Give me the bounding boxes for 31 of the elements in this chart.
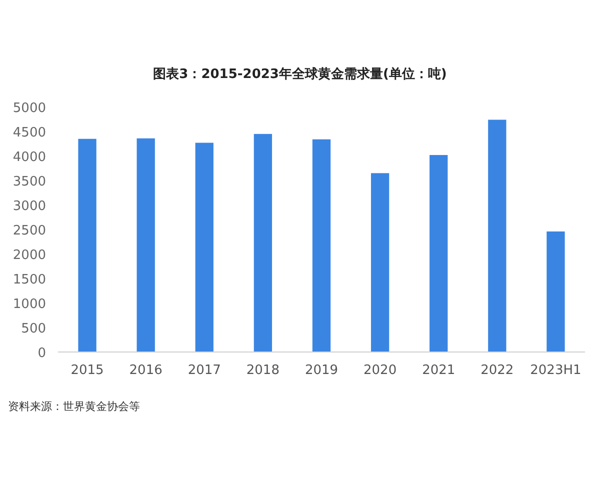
bar bbox=[254, 134, 272, 352]
y-tick-label: 3000 bbox=[12, 199, 46, 214]
bar bbox=[430, 155, 448, 352]
bar bbox=[136, 138, 155, 352]
y-tick-label: 3500 bbox=[12, 174, 46, 190]
y-tick-label: 1000 bbox=[12, 297, 46, 312]
y-tick-label: 4000 bbox=[12, 150, 46, 165]
y-tick-label: 4500 bbox=[12, 126, 46, 140]
x-tick-label: 2022 bbox=[480, 363, 514, 378]
bar bbox=[195, 142, 214, 352]
y-tick-label: 2000 bbox=[12, 248, 46, 263]
text: 资料来源：世界黄金协会等 bbox=[8, 400, 140, 413]
x-tick-label: 2017 bbox=[188, 363, 221, 378]
x-tick-label: 2018 bbox=[246, 363, 280, 378]
bar bbox=[546, 231, 565, 352]
y-tick-label: 2500 bbox=[12, 224, 46, 238]
x-tick-label: 2016 bbox=[129, 363, 162, 378]
x-tick-label: 2021 bbox=[422, 363, 456, 378]
x-tick-label: 2015 bbox=[70, 363, 104, 378]
bar bbox=[370, 173, 390, 352]
x-tick-label: 2019 bbox=[304, 363, 338, 378]
x-tick-label: 2020 bbox=[364, 363, 397, 378]
chart-title: 图表3：2015-2023年全球黄金需求量(单位：吨) bbox=[153, 66, 447, 82]
y-tick-label: 1500 bbox=[12, 272, 46, 288]
x-tick-label: 2023H1 bbox=[530, 363, 582, 378]
bar bbox=[312, 139, 331, 352]
y-tick-label: 5000 bbox=[12, 101, 46, 116]
bar bbox=[488, 120, 506, 352]
y-tick-label: 500 bbox=[21, 322, 46, 336]
bar bbox=[78, 138, 96, 352]
y-tick-label: 0 bbox=[38, 346, 46, 361]
